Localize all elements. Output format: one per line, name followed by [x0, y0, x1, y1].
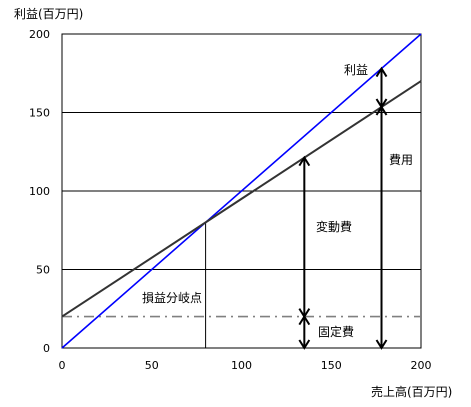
arrow-profit-head-top: [375, 66, 388, 78]
x-tick-label-2: 100: [231, 359, 252, 372]
series-line-cost: [61, 80, 422, 318]
x-tick-label-3: 150: [321, 359, 342, 372]
tick-layer: 0 50 100 150 200 0 50 100 150 200: [29, 28, 432, 372]
y-tick-label-3: 150: [29, 107, 50, 120]
arrow-fixed-cost-head-bottom: [298, 339, 311, 350]
annotation-layer: [298, 66, 388, 350]
profit-label: 利益: [344, 63, 368, 77]
grid-layer: [61, 33, 422, 349]
x-tick-label-4: 200: [411, 359, 432, 372]
arrow-variable-cost-head-top: [298, 155, 311, 167]
fixed-cost-label: 固定費: [318, 324, 354, 339]
cost-label: 費用: [389, 152, 413, 167]
variable-cost-label: 変動費: [316, 219, 352, 234]
x-tick-label-0: 0: [59, 359, 66, 372]
arrow-total-cost: [375, 105, 388, 350]
y-tick-label-4: 200: [29, 28, 50, 41]
arrow-total-cost-head-top: [375, 105, 388, 116]
y-tick-label-0: 0: [43, 342, 50, 355]
x-tick-label-1: 50: [145, 359, 159, 372]
x-axis-label: 売上高(百万円): [371, 384, 452, 399]
arrow-profit: [375, 66, 388, 109]
arrow-fixed-cost-head-top: [298, 314, 311, 326]
y-axis-label: 利益(百万円): [14, 7, 83, 21]
y-tick-label-2: 100: [29, 185, 50, 198]
arrow-variable-cost: [298, 155, 311, 319]
arrow-total-cost-head-bottom: [375, 339, 388, 350]
arrow-fixed-cost: [298, 314, 311, 350]
y-tick-label-1: 50: [36, 264, 50, 277]
series-line-sales: [61, 33, 422, 349]
break-even-label: 損益分岐点: [142, 290, 202, 305]
series-layer: [61, 33, 422, 349]
